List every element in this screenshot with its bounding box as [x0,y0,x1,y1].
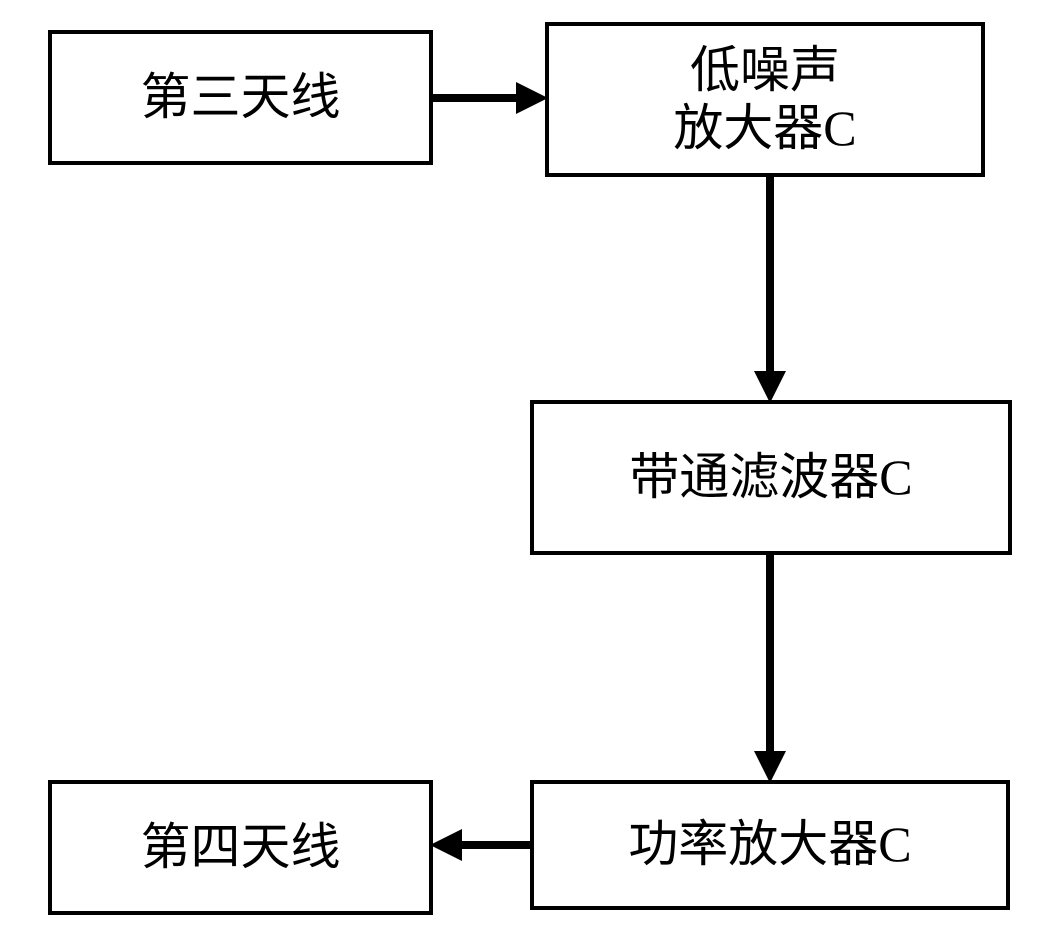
node-pa-c-label: 功率放大器C [628,816,911,874]
node-bpf-c: 带通滤波器C [530,400,1012,555]
node-antenna4: 第四天线 [48,780,433,915]
node-antenna4-label: 第四天线 [141,819,341,877]
node-pa-c: 功率放大器C [530,780,1010,910]
node-antenna3: 第三天线 [48,30,433,165]
node-lna-c-label: 低噪声 放大器C [673,42,856,157]
node-bpf-c-label: 带通滤波器C [629,449,912,507]
node-antenna3-label: 第三天线 [141,69,341,127]
node-lna-c: 低噪声 放大器C [545,22,985,177]
